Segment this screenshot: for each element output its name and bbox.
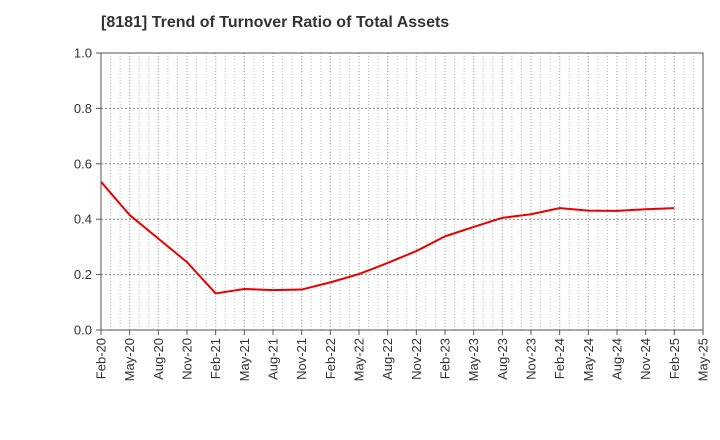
chart-title: [8181] Trend of Turnover Ratio of Total … [101, 14, 450, 31]
y-tick-label: 0.4 [74, 212, 92, 227]
x-tick-label: Aug-24 [610, 338, 625, 380]
y-tick-label: 0.8 [74, 101, 92, 116]
series-line [100, 181, 675, 295]
x-tick-label: Feb-22 [323, 338, 338, 379]
x-tick-label: Aug-23 [495, 338, 510, 380]
x-tick-label: May-25 [696, 338, 711, 381]
tick-labels: 0.0 0.2 0.4 0.6 0.8 1.0 Feb-20 May-20 Aug-20 Nov-… [74, 46, 711, 382]
x-tick-label: May-23 [466, 338, 481, 381]
x-tick-label: Nov-21 [294, 338, 309, 380]
x-tick-label: Nov-20 [180, 338, 195, 380]
x-tick-label: Nov-23 [524, 338, 539, 380]
plot-border [100, 52, 704, 331]
series-layer [100, 181, 675, 295]
x-tick-label: Feb-25 [667, 338, 682, 379]
x-tick-label: Feb-20 [94, 338, 109, 379]
x-tick-label: May-22 [352, 338, 367, 381]
x-tick-label: Nov-22 [409, 338, 424, 380]
y-tick-label: 0.2 [74, 267, 92, 282]
x-tick-label: Feb-23 [438, 338, 453, 379]
grid [101, 53, 703, 330]
x-tick-label: May-24 [581, 338, 596, 381]
y-tick-label: 0.0 [74, 323, 92, 338]
x-tick-label: Aug-22 [380, 338, 395, 380]
x-tick-label: May-20 [122, 338, 137, 381]
x-tick-label: Feb-24 [552, 338, 567, 379]
x-tick-label: Feb-21 [208, 338, 223, 379]
x-tick-label: Aug-20 [151, 338, 166, 380]
x-tick-label: Aug-21 [266, 338, 281, 380]
x-tick-label: Nov-24 [638, 338, 653, 380]
axes [96, 52, 704, 335]
y-tick-label: 0.6 [74, 156, 92, 171]
y-tick-label: 1.0 [74, 46, 92, 61]
x-tick-label: May-21 [237, 338, 252, 381]
